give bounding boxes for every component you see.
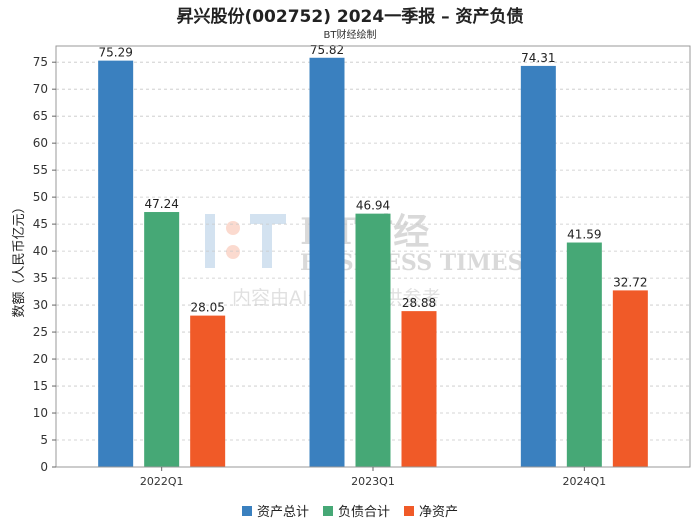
x-tick-label: 2024Q1 xyxy=(563,475,607,488)
x-tick-label: 2023Q1 xyxy=(351,475,395,488)
y-tick-label: 0 xyxy=(40,460,48,474)
bar xyxy=(566,242,602,467)
y-tick-label: 75 xyxy=(33,55,48,69)
y-tick-label: 50 xyxy=(33,190,48,204)
bar xyxy=(612,290,648,467)
bar-value-label: 28.88 xyxy=(402,296,436,310)
bar xyxy=(401,311,437,467)
y-tick-label: 30 xyxy=(33,298,48,312)
bar xyxy=(355,213,391,467)
y-tick-label: 55 xyxy=(33,163,48,177)
bar xyxy=(190,315,226,467)
watermark-logo-bar xyxy=(205,214,215,268)
y-tick-label: 25 xyxy=(33,325,48,339)
legend-label: 净资产 xyxy=(419,505,459,520)
bar xyxy=(144,212,180,467)
bar-value-label: 74.31 xyxy=(521,51,555,65)
x-tick-label: 2022Q1 xyxy=(140,475,184,488)
watermark-logo-bar xyxy=(250,214,286,224)
legend-item: 净资产 xyxy=(404,501,458,520)
y-axis-label: 数额（人民币亿元） xyxy=(12,200,27,317)
bar xyxy=(98,60,134,468)
bar-value-label: 28.05 xyxy=(190,301,224,315)
y-tick-label: 65 xyxy=(33,109,48,123)
bar-value-label: 47.24 xyxy=(144,197,178,211)
bars: 75.29 47.24 28.05 75.82 46.94 28.88 74.31 41.59… xyxy=(98,43,648,468)
legend-item: 负债合计 xyxy=(322,501,390,520)
y-tick-label: 35 xyxy=(33,271,48,285)
y-tick-label: 15 xyxy=(33,379,48,393)
legend-swatch xyxy=(404,505,414,516)
bar-value-label: 32.72 xyxy=(613,275,647,289)
bar-value-label: 46.94 xyxy=(356,199,390,213)
legend-label: 负债合计 xyxy=(337,505,390,520)
bar-value-label: 41.59 xyxy=(567,228,601,242)
legend-item: 资产总计 xyxy=(241,501,309,520)
bar xyxy=(309,57,345,467)
legend-label: 资产总计 xyxy=(256,505,309,520)
legend: 资产总计 负债合计 净资产 xyxy=(0,501,700,520)
legend-swatch xyxy=(241,505,252,516)
y-tick-label: 5 xyxy=(40,433,48,447)
y-tick-label: 70 xyxy=(33,82,48,96)
watermark-logo-dot xyxy=(226,221,240,235)
y-tick-label: 40 xyxy=(33,244,48,258)
watermark-logo-bar xyxy=(262,214,272,268)
bar-value-label: 75.82 xyxy=(310,43,344,57)
chart-title: 昇兴股份(002752) 2024一季报 – 资产负债 xyxy=(176,7,524,27)
y-tick-label: 60 xyxy=(33,136,48,150)
y-tick-label: 20 xyxy=(33,352,48,366)
axes: 0 5 10 15 20 25 30 35 40 45 50 55 60 65 70 75 2022Q1 2023… xyxy=(33,45,691,488)
chart-subtitle: BT财经绘制 xyxy=(323,30,377,41)
y-tick-label: 45 xyxy=(33,217,48,231)
legend-swatch xyxy=(322,505,333,516)
watermark-logo-dot xyxy=(226,245,240,259)
bar xyxy=(520,65,556,468)
bar-value-label: 75.29 xyxy=(98,46,132,60)
y-tick-label: 10 xyxy=(33,406,48,420)
